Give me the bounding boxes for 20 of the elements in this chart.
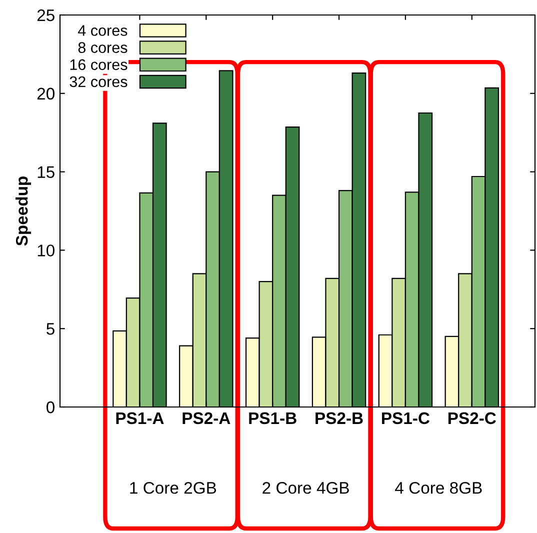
y-tick-label: 25 [37, 9, 54, 22]
legend-label: 4 cores [78, 25, 128, 36]
y-tick-label: 20 [37, 88, 54, 100]
x-tick-label: PS2-C [448, 412, 496, 424]
text: 2 Core 4GB [262, 482, 349, 494]
x-tick-label: PS1-A [116, 412, 164, 424]
legend-label: 32 cores [70, 76, 128, 88]
y-tick-label: 10 [38, 244, 54, 256]
y-axis-title: Speedup [16, 176, 32, 246]
x-tick-label: PS1-C [382, 412, 430, 424]
text: 1 Core 2GB [130, 482, 216, 494]
x-tick-label: PS1-B [249, 412, 296, 424]
y-tick-label: 0 [46, 401, 54, 414]
y-tick-label: 15 [38, 166, 54, 178]
y-tick-label: 5 [46, 323, 54, 335]
legend-label: 16 cores [70, 59, 128, 70]
legend-label: 8 cores [78, 42, 128, 53]
x-tick-label: PS2-A [182, 412, 230, 424]
x-tick-label: PS2-B [316, 412, 363, 424]
text: 4 Core 8GB [395, 482, 482, 494]
